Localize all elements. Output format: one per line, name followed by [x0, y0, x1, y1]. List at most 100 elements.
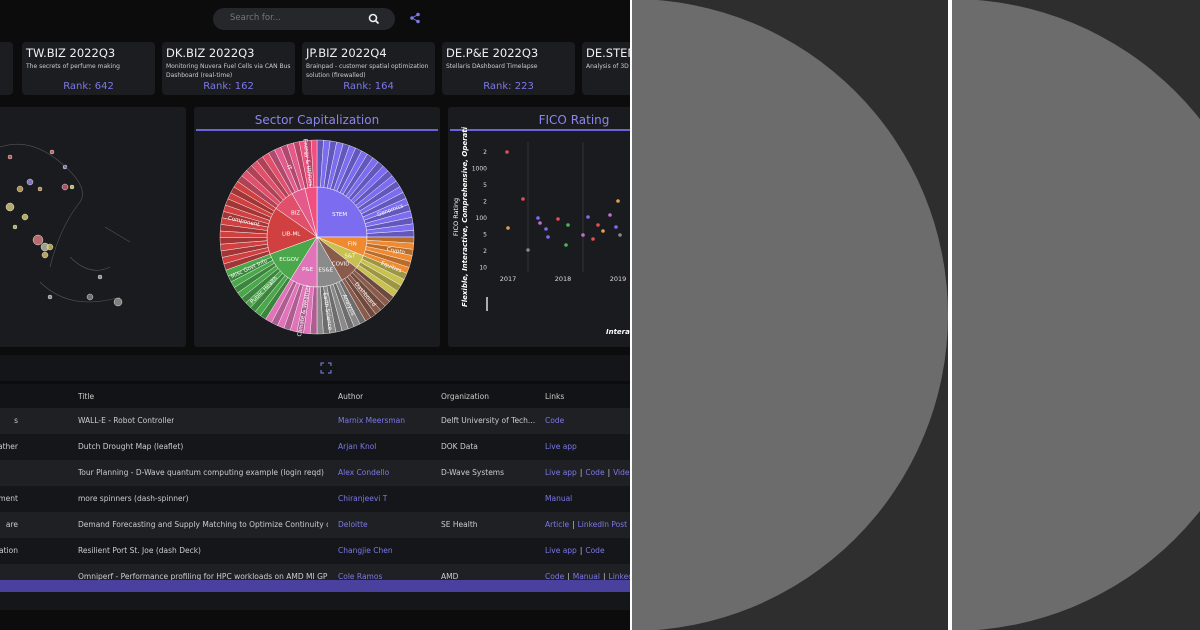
search-placeholder: Search for... — [230, 13, 281, 23]
map-dot — [41, 251, 49, 259]
link[interactable]: Live app — [545, 442, 577, 451]
expand-icon[interactable] — [320, 362, 332, 374]
y-tick-label: 5 — [483, 232, 487, 239]
sector-label: COVID — [332, 262, 350, 268]
coastline — [0, 143, 131, 303]
card-rank: Rank: 162 — [203, 81, 254, 92]
scatter-dot — [566, 223, 570, 227]
map-dot — [49, 149, 55, 155]
header-cell: Title — [78, 392, 95, 401]
y-title: FICO Rating — [452, 198, 460, 236]
link[interactable]: Manual — [545, 494, 573, 503]
link[interactable]: Linkedi — [608, 572, 630, 581]
category-cell: & Weather — [0, 442, 18, 451]
scatter-dot — [601, 229, 605, 233]
card-rank: Rank: 642 — [63, 81, 114, 92]
author-cell[interactable]: Deloitte — [338, 520, 368, 529]
header-cell: Links — [545, 392, 565, 401]
table-row: ment more spinners (dash-spinner) Chiranje… — [0, 486, 630, 512]
card[interactable]: DE.STEM Analysis of 3D HRMS — [582, 42, 630, 95]
card-title: Stellaris DAshboard Timelapse — [446, 63, 538, 70]
scatter-dot — [536, 216, 540, 220]
card[interactable]: DE.P&E 2022Q3 Stellaris DAshboard Timelap… — [442, 42, 575, 95]
y-tick-label: 100 — [476, 215, 488, 222]
link[interactable]: LinkedIn Post — [577, 520, 628, 529]
card[interactable] — [0, 42, 13, 95]
card-title: Brainpad - customer spatial optimization… — [306, 63, 429, 79]
title-cell: WALL-E - Robot Controller — [78, 416, 175, 425]
author-cell[interactable]: Changjie Chen — [338, 546, 393, 555]
map-dot — [86, 293, 94, 301]
scatter-dot — [521, 197, 525, 201]
x-tick-label: 2019 — [610, 275, 627, 283]
author-cell[interactable]: Chiranjeevi T — [338, 494, 388, 503]
author-cell[interactable]: Cole Ramos — [338, 572, 383, 581]
author-cell[interactable]: Marnix Meersman — [338, 416, 406, 425]
scatter-dot — [564, 243, 568, 247]
category-cell: ortation — [0, 546, 18, 555]
author-cell[interactable]: Alex Condello — [338, 468, 390, 477]
map-dot — [5, 202, 15, 212]
scatter-dot — [538, 221, 542, 225]
link[interactable]: Code — [585, 546, 605, 555]
share-icon[interactable] — [409, 12, 421, 24]
link[interactable]: Article — [545, 520, 570, 529]
title-cell: Tour Planning - D-Wave quantum computing… — [78, 468, 324, 477]
card-title: The secrets of perfume making — [26, 63, 120, 70]
organization-cell: D-Wave Systems — [441, 468, 505, 477]
map-dot — [113, 297, 123, 307]
link[interactable]: Code — [545, 572, 565, 581]
link[interactable]: Code — [585, 468, 605, 477]
link[interactable]: Manual — [572, 572, 600, 581]
scrollbar — [0, 580, 630, 592]
scatter-dot — [618, 233, 622, 237]
subsector — [310, 139, 318, 188]
card[interactable]: TW.BIZ 2022Q3 The secrets of perfume maki… — [22, 42, 155, 95]
card[interactable]: DK.BIZ 2022Q3 Monitoring Nuvera Fuel Cell… — [162, 42, 295, 95]
title-cell: Resilient Port St. Joe (dash Deck) — [78, 546, 201, 555]
map-dot — [97, 274, 103, 280]
scatter-dot — [506, 226, 510, 230]
sector-label: BIZ — [291, 211, 300, 217]
organization-cell: DOK Data — [441, 442, 478, 451]
circle — [952, 0, 1200, 630]
title-cell: Demand Forecasting and Supply Matching t… — [78, 520, 328, 529]
organization-cell: SE Health — [441, 520, 478, 529]
table-row: s WALL-E - Robot Controller Marnix Meersma… — [0, 408, 630, 434]
category-cell: are — [5, 520, 18, 529]
sector-label: FIN — [348, 241, 357, 247]
sector-label: ES&E — [318, 267, 333, 273]
card-code: DE.P&E 2022Q3 — [446, 46, 539, 60]
scatter: 2017 2018 2019 2 1000 5 2 100 5 2 10 FICO Rating Fle… — [452, 126, 630, 336]
y-tick-label: 2 — [483, 149, 487, 156]
separator: | — [603, 572, 606, 581]
links-cell: Code|Manual|Linkedi — [545, 564, 630, 590]
link[interactable]: Code — [545, 416, 565, 425]
links-cell: Manual — [545, 486, 572, 512]
author-cell[interactable]: Arjan Knol — [338, 442, 377, 451]
title-cell: Dutch Drought Map (leaflet) — [78, 442, 184, 451]
image-panel — [632, 0, 948, 630]
card-rank: Rank: 223 — [483, 81, 534, 92]
link[interactable]: Live app — [545, 468, 577, 477]
card[interactable]: JP.BIZ 2022Q4 Brainpad - customer spatial… — [302, 42, 435, 95]
scatter-dot — [586, 215, 590, 219]
separator: | — [579, 546, 583, 555]
fico-panel: FICO Rating 2017 2018 2019 2 1000 5 2 100 5 2 10 FI… — [448, 107, 630, 347]
circle — [632, 0, 948, 630]
links-cell: Code — [545, 408, 564, 434]
map-dot — [7, 154, 13, 160]
search-box[interactable]: Search for... — [213, 8, 395, 30]
scatter-dot — [616, 199, 620, 203]
map-dot — [12, 224, 18, 230]
image-panel — [952, 0, 1200, 630]
link[interactable]: Live app — [545, 546, 577, 555]
search-icon[interactable] — [368, 13, 380, 25]
link[interactable]: Video — [613, 468, 630, 477]
title-cell: more spinners (dash-spinner) — [78, 494, 189, 503]
links-cell: Live app | Code — [545, 538, 605, 564]
plot-area — [492, 142, 630, 272]
y-tick-label: 10 — [479, 265, 487, 272]
sector-label: Crypto — [386, 247, 406, 256]
dashboard: Search for... TW.BIZ 2022Q3 The secrets o… — [0, 0, 630, 630]
